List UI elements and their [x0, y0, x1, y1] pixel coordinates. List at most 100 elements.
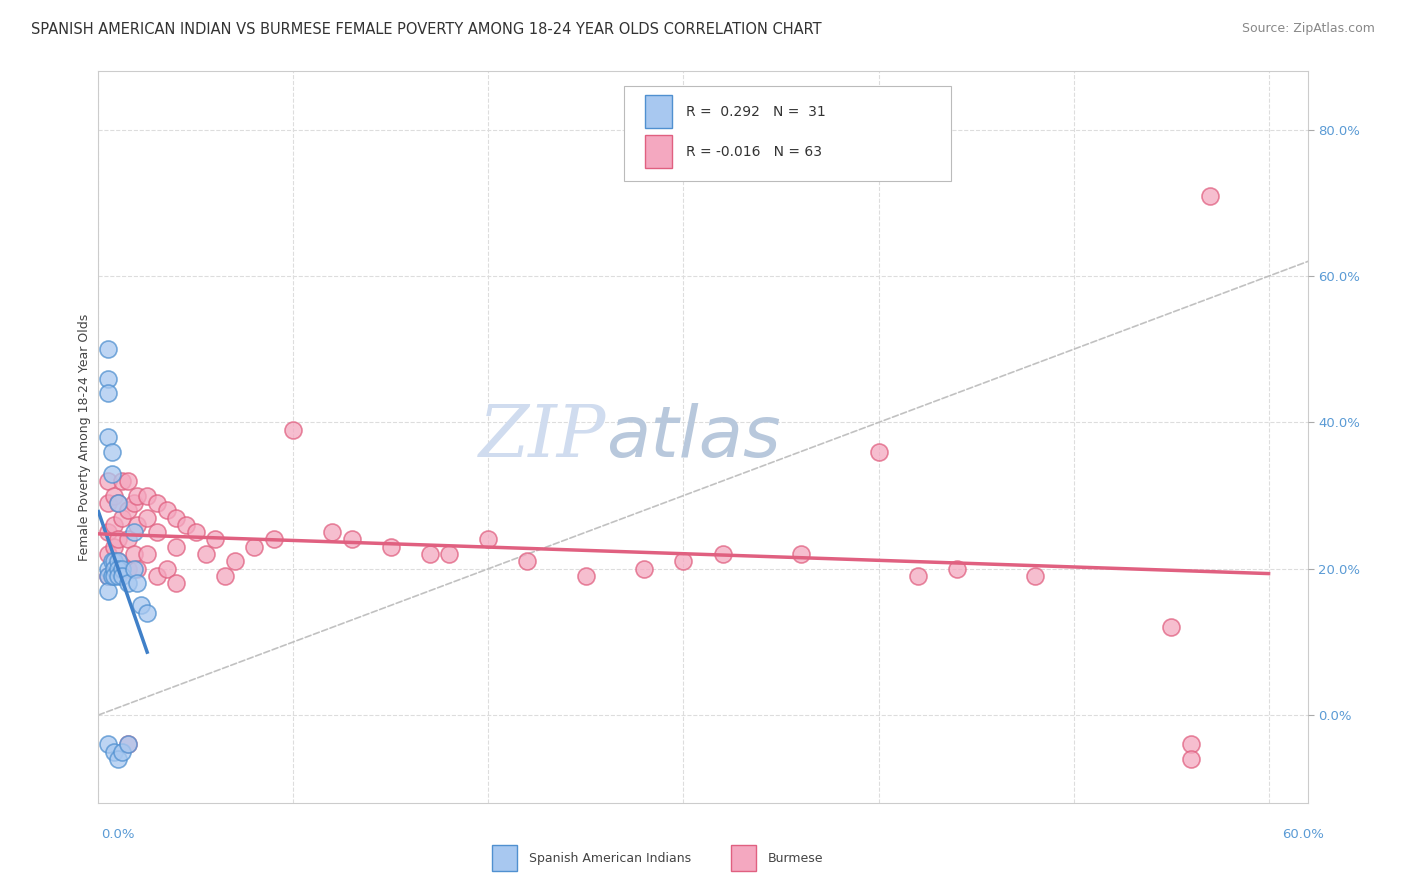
- Point: [263, 533, 285, 547]
- Point: [111, 745, 134, 759]
- Point: [97, 343, 120, 357]
- Point: [127, 562, 149, 576]
- Point: [127, 517, 149, 532]
- Point: [380, 540, 402, 554]
- Point: [340, 533, 363, 547]
- Point: [575, 569, 598, 583]
- Point: [117, 562, 139, 576]
- Point: [97, 569, 120, 583]
- Point: [156, 562, 179, 576]
- Point: [165, 540, 187, 554]
- Point: [1180, 737, 1202, 751]
- Y-axis label: Female Poverty Among 18-24 Year Olds: Female Poverty Among 18-24 Year Olds: [79, 313, 91, 561]
- Point: [136, 510, 159, 524]
- Point: [97, 737, 120, 751]
- Point: [117, 576, 139, 591]
- Point: [111, 474, 134, 488]
- FancyBboxPatch shape: [624, 86, 950, 181]
- Point: [117, 533, 139, 547]
- Point: [194, 547, 217, 561]
- Text: Burmese: Burmese: [768, 852, 823, 864]
- Point: [165, 576, 187, 591]
- Point: [283, 423, 305, 437]
- Point: [224, 554, 246, 568]
- Point: [97, 474, 120, 488]
- Point: [1024, 569, 1046, 583]
- Point: [111, 562, 134, 576]
- Point: [1199, 188, 1222, 202]
- Point: [243, 540, 266, 554]
- Point: [111, 510, 134, 524]
- Text: R = -0.016   N = 63: R = -0.016 N = 63: [686, 145, 823, 159]
- Point: [321, 525, 343, 540]
- Point: [122, 547, 145, 561]
- Point: [174, 517, 197, 532]
- Point: [107, 496, 129, 510]
- Bar: [645, 136, 672, 169]
- Point: [107, 496, 129, 510]
- Point: [204, 533, 226, 547]
- Point: [101, 444, 124, 458]
- Point: [1180, 752, 1202, 766]
- Point: [97, 386, 120, 401]
- Text: 0.0%: 0.0%: [101, 828, 135, 841]
- Point: [107, 752, 129, 766]
- Point: [103, 517, 125, 532]
- Point: [97, 430, 120, 444]
- Point: [184, 525, 207, 540]
- Point: [107, 562, 129, 576]
- Point: [117, 503, 139, 517]
- Point: [97, 371, 120, 385]
- Point: [711, 547, 734, 561]
- Point: [907, 569, 929, 583]
- Text: ZIP: ZIP: [479, 401, 606, 473]
- Point: [107, 533, 129, 547]
- Point: [117, 474, 139, 488]
- Point: [111, 569, 134, 583]
- Point: [107, 569, 129, 583]
- Point: [1160, 620, 1182, 634]
- Point: [945, 562, 967, 576]
- Point: [165, 510, 187, 524]
- Point: [107, 554, 129, 568]
- Point: [117, 737, 139, 751]
- Point: [97, 562, 120, 576]
- Point: [136, 489, 159, 503]
- Point: [146, 525, 169, 540]
- Text: Source: ZipAtlas.com: Source: ZipAtlas.com: [1241, 22, 1375, 36]
- Point: [131, 599, 153, 613]
- Point: [789, 547, 811, 561]
- Point: [516, 554, 538, 568]
- Point: [477, 533, 499, 547]
- Point: [97, 496, 120, 510]
- Point: [107, 554, 129, 568]
- Text: SPANISH AMERICAN INDIAN VS BURMESE FEMALE POVERTY AMONG 18-24 YEAR OLDS CORRELAT: SPANISH AMERICAN INDIAN VS BURMESE FEMAL…: [31, 22, 821, 37]
- Point: [122, 562, 145, 576]
- Point: [117, 737, 139, 751]
- Point: [146, 496, 169, 510]
- Point: [103, 540, 125, 554]
- Point: [127, 489, 149, 503]
- Point: [136, 606, 159, 620]
- Point: [868, 444, 890, 458]
- Point: [97, 569, 120, 583]
- Point: [156, 503, 179, 517]
- Point: [122, 525, 145, 540]
- Point: [101, 467, 124, 481]
- Point: [103, 554, 125, 568]
- Text: Spanish American Indians: Spanish American Indians: [529, 852, 690, 864]
- Point: [439, 547, 461, 561]
- Point: [122, 496, 145, 510]
- Point: [103, 569, 125, 583]
- Point: [633, 562, 655, 576]
- Point: [136, 547, 159, 561]
- Point: [103, 562, 125, 576]
- Point: [672, 554, 695, 568]
- Point: [97, 525, 120, 540]
- Point: [97, 583, 120, 598]
- Point: [214, 569, 236, 583]
- Point: [146, 569, 169, 583]
- Point: [127, 576, 149, 591]
- Point: [103, 745, 125, 759]
- Text: R =  0.292   N =  31: R = 0.292 N = 31: [686, 104, 825, 119]
